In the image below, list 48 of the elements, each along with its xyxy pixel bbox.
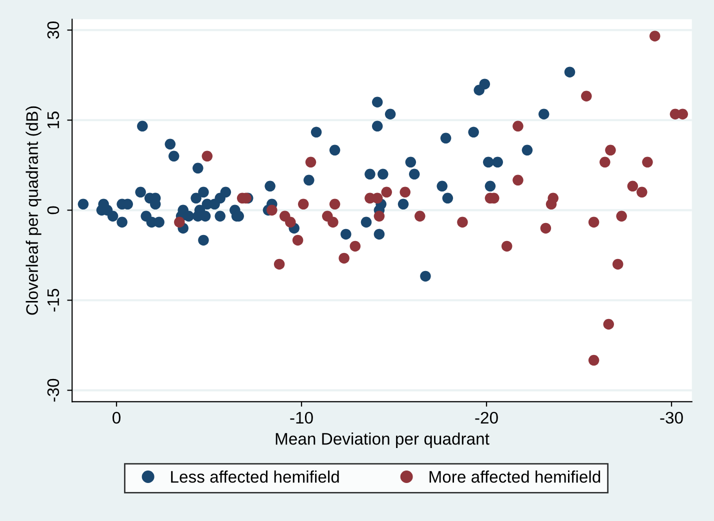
point [285, 216, 296, 228]
x-axis-title: Mean Deviation per quadrant [276, 432, 490, 448]
point [512, 174, 524, 186]
y-tick-label: 15 [47, 112, 60, 128]
x-tick-label: -20 [475, 412, 498, 424]
point [600, 156, 610, 168]
point [266, 204, 278, 216]
x-tick-label: 0 [112, 412, 120, 424]
point [603, 318, 614, 330]
x-tick-label: -10 [290, 412, 313, 424]
y-tick-label: 30 [47, 21, 60, 39]
point [612, 258, 624, 270]
point [174, 216, 185, 228]
point [329, 198, 340, 210]
point [374, 210, 385, 222]
point [292, 234, 304, 246]
x-tick-label: -30 [660, 412, 683, 424]
point [588, 216, 600, 228]
point [501, 240, 512, 252]
point [512, 120, 524, 132]
y-tick-label: 0 [47, 206, 60, 214]
point [636, 186, 648, 198]
point [202, 150, 213, 162]
point [414, 210, 426, 222]
point [605, 144, 616, 156]
point [338, 252, 350, 264]
y-axis-title: Cloverleaf per quadrant (dB) [26, 106, 42, 315]
point [328, 216, 338, 228]
point [642, 156, 653, 168]
point [581, 90, 592, 102]
point [298, 198, 309, 210]
point [627, 180, 638, 192]
legend-label: Less affected hemifield [171, 470, 339, 483]
point [548, 192, 558, 204]
point [540, 222, 552, 234]
point [274, 258, 285, 270]
point [305, 156, 316, 168]
point [400, 186, 410, 198]
point [381, 186, 392, 198]
point [649, 30, 660, 42]
y-tick-label: -15 [47, 288, 60, 312]
point [616, 210, 627, 222]
legend-label: More affected hemifield [430, 470, 600, 483]
point [588, 354, 600, 366]
point [677, 108, 688, 120]
point [457, 216, 468, 228]
y-tick-label: -30 [47, 378, 60, 402]
point [350, 240, 361, 252]
